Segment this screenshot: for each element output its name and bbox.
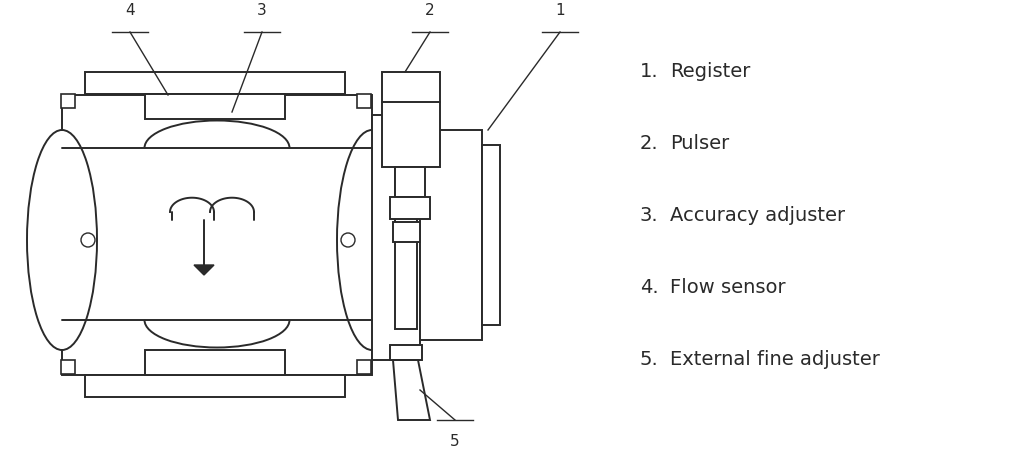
Bar [61, 94, 75, 108]
Bar [392, 222, 420, 242]
Text: 1.: 1. [639, 62, 658, 81]
Ellipse shape [27, 130, 97, 350]
Bar [357, 94, 371, 108]
Bar [381, 72, 440, 167]
Text: 2: 2 [425, 3, 435, 18]
Bar [62, 95, 372, 375]
Text: Accuracy adjuster: Accuracy adjuster [669, 206, 844, 225]
Bar [420, 130, 481, 340]
Text: Register: Register [669, 62, 749, 81]
Circle shape [341, 233, 355, 247]
Polygon shape [392, 360, 430, 420]
Text: 3: 3 [257, 3, 267, 18]
Text: 1: 1 [555, 3, 564, 18]
Bar [145, 350, 285, 375]
Bar [394, 167, 425, 197]
Bar [145, 94, 285, 119]
Circle shape [81, 233, 95, 247]
Ellipse shape [337, 130, 406, 350]
Bar [372, 115, 420, 360]
Text: 4.: 4. [639, 278, 658, 297]
Bar [357, 360, 371, 374]
Bar [61, 360, 75, 374]
Text: 5.: 5. [639, 350, 658, 369]
Text: 5: 5 [450, 434, 459, 449]
Bar [389, 197, 430, 219]
Bar [85, 375, 345, 397]
Bar [85, 72, 345, 94]
Bar [481, 145, 499, 325]
Text: 2.: 2. [639, 134, 658, 153]
Bar [389, 345, 422, 360]
Bar [394, 143, 417, 329]
Text: 4: 4 [125, 3, 134, 18]
Text: Flow sensor: Flow sensor [669, 278, 785, 297]
Polygon shape [194, 265, 213, 275]
Text: External fine adjuster: External fine adjuster [669, 350, 879, 369]
Text: 3.: 3. [639, 206, 658, 225]
Text: Pulser: Pulser [669, 134, 729, 153]
